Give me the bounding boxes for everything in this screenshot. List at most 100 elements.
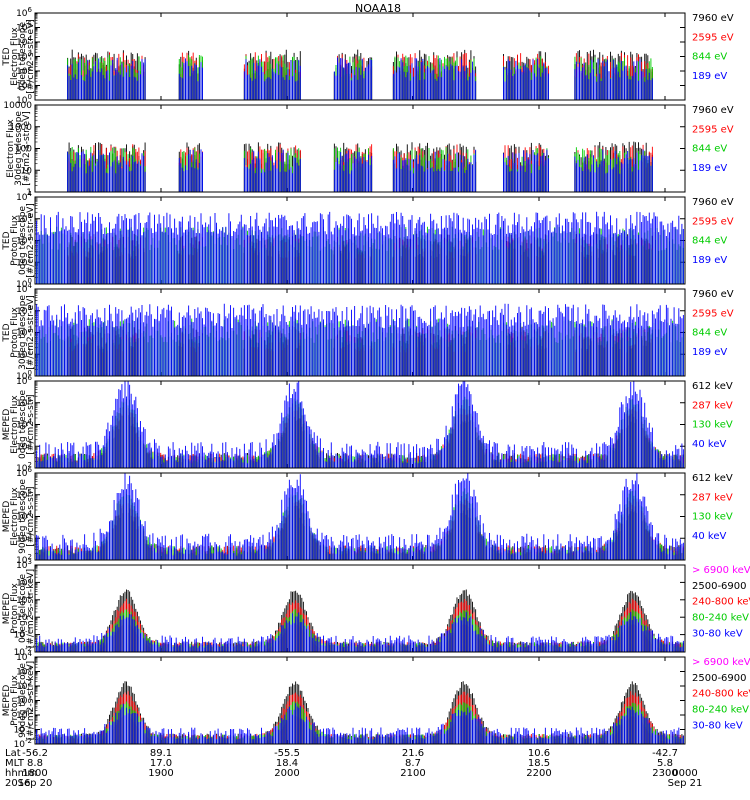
traces xyxy=(35,589,685,652)
y-label-line: TED xyxy=(2,231,12,250)
y-tick-label: 10-1 xyxy=(14,628,32,641)
y-label-line: 0deg telescope xyxy=(18,390,28,460)
panel-frame xyxy=(34,564,686,653)
legend-entry: 189 eV xyxy=(692,347,727,358)
series-trace-2595-ev xyxy=(67,236,653,284)
y-label-line: [#/cm2-s-str-keV] xyxy=(26,569,36,648)
mlt-value: 17.0 xyxy=(150,758,172,769)
legend: > 6900 keV 2500-6900 240-800 keV 80-240 keV… xyxy=(692,565,750,639)
date-start: Sep 20 xyxy=(18,778,53,789)
legend-entry: 612 keV xyxy=(692,381,733,392)
y-tick-label: 101 xyxy=(16,694,32,707)
legend-entry: 844 eV xyxy=(692,236,727,247)
series-trace-30-80-kev xyxy=(35,611,685,652)
y-tick-label: 10-2 xyxy=(14,645,32,658)
series-trace-844-ev xyxy=(67,54,653,100)
y-tick-label: 100 xyxy=(16,369,32,382)
lat-value: 21.6 xyxy=(402,748,424,759)
series-trace-189-ev xyxy=(67,57,653,100)
series-trace-40-kev xyxy=(35,381,685,468)
x-row-label: MLT xyxy=(5,758,25,769)
series-trace-189-ev xyxy=(35,211,685,284)
y-tick-label: 10-2 xyxy=(14,737,32,750)
y-label-line: Electron Flux xyxy=(6,119,16,178)
y-label-line: [#/cm2-s-str-eV] xyxy=(26,203,36,278)
series-trace-7960-ev xyxy=(67,49,653,100)
series-trace-2595-ev xyxy=(67,52,653,100)
page-title: NOAA18 xyxy=(355,2,401,15)
y-label-line: [#/cm2-s-str] xyxy=(26,486,36,546)
legend-entry: 287 keV xyxy=(692,492,733,503)
y-label-line: 0deg telescope xyxy=(18,206,28,276)
y-label-line: Electron Flux xyxy=(10,487,20,546)
y-tick-label: 103 xyxy=(16,665,32,678)
legend-entry: 189 eV xyxy=(692,163,727,174)
y-tick-label: 105 xyxy=(16,21,32,34)
y-label-line: TED xyxy=(2,323,12,342)
traces xyxy=(35,473,685,560)
lat-value: -56.2 xyxy=(22,748,48,759)
y-label-line: 0deg telescope xyxy=(18,574,28,644)
y-tick-label: 102 xyxy=(16,326,32,339)
y-label-line: TED xyxy=(2,47,12,66)
legend: 7960 eV 2595 eV 844 eV 189 eV xyxy=(692,197,734,266)
legend-entry: 2595 eV xyxy=(692,308,734,319)
y-tick-label: 103 xyxy=(16,212,32,225)
x-row-label: 2016 xyxy=(5,778,30,789)
hhmm-value: 2200 xyxy=(526,768,551,779)
y-tick-label: 103 xyxy=(16,531,32,544)
hhmm-value: 1800 xyxy=(22,768,47,779)
series-trace-2595-ev xyxy=(67,328,653,376)
legend: > 6900 keV 2500-6900 240-800 keV 80-240 keV… xyxy=(692,657,750,731)
traces xyxy=(67,141,653,192)
legend-entry: 130 keV xyxy=(692,512,733,523)
series-trace-189-ev xyxy=(35,303,685,376)
date-end: Sep 21 xyxy=(668,778,703,789)
series-trace-40-kev xyxy=(35,473,685,560)
legend-entry: 80-240 keV xyxy=(692,612,749,623)
y-tick-label: 105 xyxy=(16,488,32,501)
mlt-value: 8.8 xyxy=(27,758,43,769)
legend: 7960 eV 2595 eV 844 eV 189 eV xyxy=(692,289,734,358)
lat-value: 89.1 xyxy=(150,748,172,759)
legend-entry: 612 keV xyxy=(692,473,733,484)
y-tick-label: 102 xyxy=(16,575,32,588)
hhmm-value: 1900 xyxy=(148,768,173,779)
legend: 612 keV 287 keV 130 keV 40 keV xyxy=(692,381,733,450)
legend-entry: 7960 eV xyxy=(692,197,734,208)
y-label-line: [#/cm2-s-str-eV] xyxy=(26,295,36,370)
y-tick-label: 10 xyxy=(21,166,33,176)
legend-entry: 189 eV xyxy=(692,255,727,266)
series-trace-844-ev xyxy=(67,146,653,192)
series-trace-7960-ev xyxy=(67,141,653,192)
series-trace-7960-ev xyxy=(67,325,653,376)
y-label-line: Proton Flux xyxy=(10,675,20,726)
legend-entry: 240-800 keV xyxy=(692,689,750,700)
y-label-line: [#/cm2-s-str-keV] xyxy=(26,661,36,740)
traces xyxy=(67,49,653,100)
hhmm-value: 2100 xyxy=(400,768,425,779)
y-tick-label: 101 xyxy=(16,79,32,92)
y-label-line: Proton Flux xyxy=(10,215,20,266)
lat-value: -42.7 xyxy=(652,748,678,759)
y-tick-label: 106 xyxy=(16,374,32,387)
panel-frame xyxy=(34,104,686,193)
legend-entry: 7960 eV xyxy=(692,105,734,116)
y-label-line: [#/cm2-s-str-eV] xyxy=(22,111,32,186)
panel-frame xyxy=(34,380,686,469)
y-label-line: Proton Flux xyxy=(10,583,20,634)
legend-entry: 844 eV xyxy=(692,144,727,155)
series-trace-2595-ev xyxy=(67,144,653,192)
y-tick-label: 100 xyxy=(15,145,32,155)
